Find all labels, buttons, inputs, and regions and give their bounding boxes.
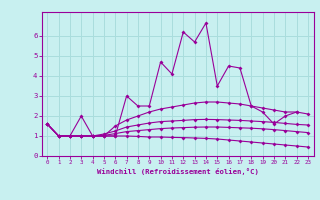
- X-axis label: Windchill (Refroidissement éolien,°C): Windchill (Refroidissement éolien,°C): [97, 168, 259, 175]
